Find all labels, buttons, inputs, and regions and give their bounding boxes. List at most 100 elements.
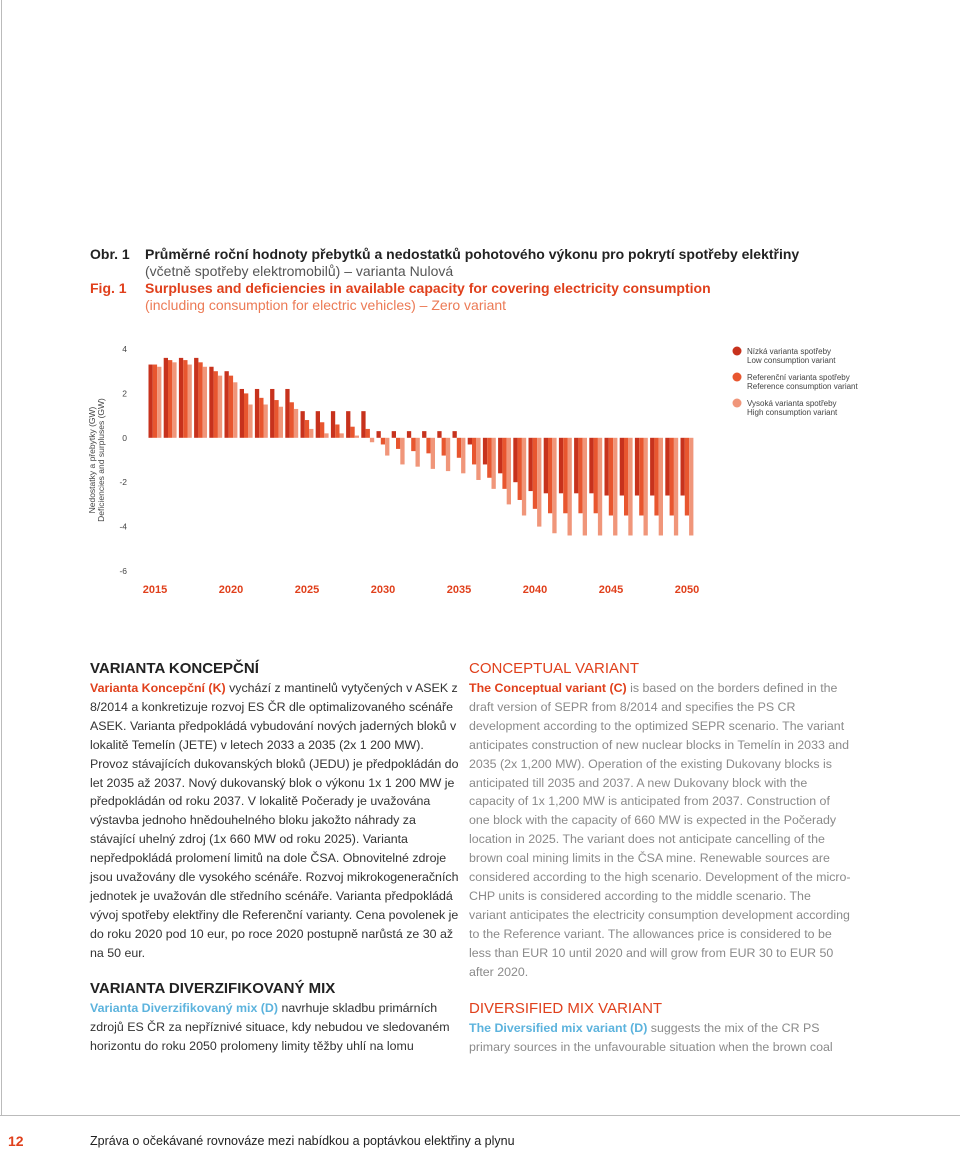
bar <box>548 437 553 514</box>
bar <box>482 437 488 465</box>
lead: Varianta Diverzifikovaný mix (D) <box>90 1001 278 1015</box>
bar <box>406 431 412 438</box>
bar <box>194 357 199 438</box>
bar <box>400 437 405 465</box>
bar <box>456 437 462 458</box>
bar <box>680 437 685 496</box>
bar <box>491 437 496 489</box>
bar <box>689 437 694 536</box>
bar <box>624 437 629 516</box>
bar <box>168 360 173 438</box>
section-heading: VARIANTA DIVERZIFIKOVANÝ MIX <box>90 980 336 997</box>
bar <box>426 437 431 454</box>
x-tick-label: 2030 <box>371 584 395 596</box>
lead: Varianta Koncepční (K) <box>90 681 226 695</box>
bar <box>361 411 366 438</box>
y-tick-label: -2 <box>119 477 127 487</box>
footer-text: Zpráva o očekávané rovnováze mezi nabídk… <box>90 1134 515 1148</box>
bar <box>213 371 218 438</box>
x-tick-label: 2025 <box>295 584 319 596</box>
bar <box>198 362 203 438</box>
bar <box>650 437 655 496</box>
bar <box>385 437 390 456</box>
bar <box>315 411 320 438</box>
section-heading: VARIANTA KONCEPČNÍ <box>90 660 259 677</box>
x-tick-label: 2035 <box>447 584 471 596</box>
x-tick-label: 2045 <box>599 584 623 596</box>
bar <box>654 437 659 516</box>
bar <box>506 437 511 505</box>
bar <box>163 357 168 438</box>
bar <box>217 375 223 438</box>
bar <box>148 364 153 438</box>
bar <box>521 437 527 516</box>
bar <box>461 437 466 474</box>
bar <box>589 437 594 494</box>
bar <box>665 437 670 496</box>
bar <box>354 435 359 438</box>
bar <box>415 437 420 467</box>
bar <box>330 411 336 438</box>
bar <box>537 437 542 527</box>
fig-label: Fig. 1 <box>90 280 127 296</box>
lead: The Diversified mix variant (D) <box>469 1021 648 1035</box>
bar <box>365 428 370 438</box>
y-tick-label: 0 <box>122 433 127 443</box>
bar <box>285 388 290 438</box>
bar <box>239 388 244 438</box>
bar <box>183 360 188 438</box>
bar <box>582 437 587 536</box>
bar <box>187 364 192 438</box>
legend-label: Nízká varianta spotřeby <box>747 347 831 356</box>
bar <box>320 422 325 438</box>
bar <box>324 433 329 438</box>
text: is based on the borders defined in the d… <box>469 681 851 979</box>
bar <box>613 437 618 536</box>
bar <box>309 428 314 438</box>
bar <box>437 431 442 438</box>
bar <box>350 426 355 438</box>
bar <box>558 437 564 494</box>
bar <box>552 437 557 534</box>
bar <box>202 366 207 438</box>
bar <box>300 411 305 438</box>
bar <box>263 404 268 438</box>
legend-marker <box>732 398 742 408</box>
x-tick-label: 2015 <box>143 584 167 596</box>
paragraph: The Conceptual variant (C) is based on t… <box>469 679 851 982</box>
legend-marker <box>732 346 742 356</box>
bar <box>658 437 663 536</box>
title: Surpluses and deficiencies in available … <box>145 280 711 296</box>
lead: The Conceptual variant (C) <box>469 681 627 695</box>
legend-marker <box>732 372 742 382</box>
bar <box>634 437 640 496</box>
bar <box>270 388 275 438</box>
fig-label: Obr. 1 <box>90 246 130 262</box>
text: navrhuje skladbu primárních zdrojů ES ČR… <box>90 1001 450 1053</box>
bar <box>445 437 451 472</box>
legend-label: Reference consumption variant <box>747 382 859 391</box>
bar <box>517 437 522 500</box>
paragraph: Varianta Koncepční (K) vychází z mantine… <box>90 679 462 963</box>
page-number: 12 <box>8 1133 24 1149</box>
bar <box>441 437 446 456</box>
bar <box>289 402 294 438</box>
bar <box>619 437 624 496</box>
bar <box>430 437 435 469</box>
x-tick-label: 2020 <box>219 584 243 596</box>
bar <box>452 431 457 438</box>
paragraph: Varianta Diverzifikovaný mix (D) navrhuj… <box>90 999 462 1056</box>
bar <box>152 364 158 438</box>
bar <box>608 437 614 516</box>
bar <box>684 437 690 516</box>
y-tick-label: 4 <box>122 344 127 354</box>
bar <box>422 431 427 438</box>
x-tick-label: 2040 <box>523 584 547 596</box>
legend-label: High consumption variant <box>747 408 838 417</box>
bar <box>396 437 401 449</box>
bar <box>467 437 472 445</box>
bar <box>335 424 340 438</box>
bar <box>476 437 481 480</box>
bar <box>597 437 603 536</box>
bar <box>628 437 633 536</box>
